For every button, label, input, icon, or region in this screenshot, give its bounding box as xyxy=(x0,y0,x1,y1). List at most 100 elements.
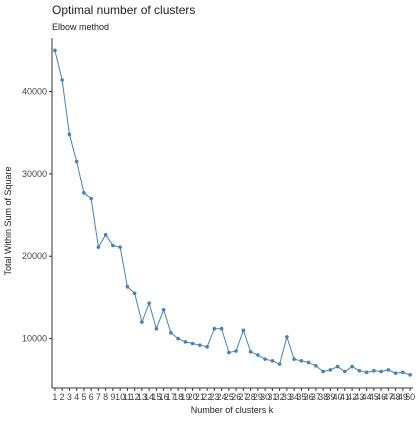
chart-subtitle: Elbow method xyxy=(52,22,110,32)
x-tick-label: 12 xyxy=(130,392,140,402)
data-point xyxy=(306,360,311,365)
y-tick-label: 20000 xyxy=(22,251,47,261)
x-tick-label: 47 xyxy=(383,392,393,402)
x-tick-label: 44 xyxy=(362,392,372,402)
x-tick-label: 41 xyxy=(340,392,350,402)
data-point xyxy=(328,368,333,372)
x-tick-label: 49 xyxy=(398,392,408,402)
x-tick-label: 25 xyxy=(224,392,234,402)
data-point xyxy=(314,363,318,368)
data-point xyxy=(227,350,231,355)
data-point xyxy=(103,233,108,237)
data-point xyxy=(386,368,391,372)
x-tick-label: 27 xyxy=(238,392,248,402)
data-point xyxy=(270,359,275,363)
x-tick-label: 33 xyxy=(282,392,292,402)
x-tick-label: 36 xyxy=(304,392,314,402)
data-point xyxy=(277,362,282,366)
data-point xyxy=(176,336,180,341)
x-tick-label: 31 xyxy=(267,392,277,402)
data-point xyxy=(140,320,144,324)
data-point xyxy=(299,359,304,363)
x-tick-label: 28 xyxy=(246,392,256,402)
x-tick-label: 17 xyxy=(166,392,176,402)
y-axis-label: Total Within Sum of Square xyxy=(3,166,13,275)
data-point xyxy=(183,340,188,344)
x-axis-label: Number of clusters k xyxy=(191,405,274,415)
x-tick-label: 14 xyxy=(144,392,154,402)
x-tick-label: 34 xyxy=(289,392,299,402)
data-point xyxy=(212,326,217,331)
x-tick-label: 2 xyxy=(60,392,65,402)
x-tick-label: 38 xyxy=(318,392,328,402)
data-point xyxy=(147,301,151,305)
x-tick-label: 40 xyxy=(333,392,343,402)
data-point xyxy=(132,291,137,296)
data-point xyxy=(256,353,260,357)
data-point xyxy=(401,370,405,375)
data-point xyxy=(198,343,202,347)
x-tick-label: 10 xyxy=(115,392,125,402)
data-point xyxy=(234,349,238,353)
data-point xyxy=(292,357,296,361)
x-tick-label: 32 xyxy=(275,392,285,402)
data-point xyxy=(89,196,93,201)
x-tick-label: 46 xyxy=(376,392,386,402)
series-line xyxy=(54,50,411,376)
data-point xyxy=(82,191,86,195)
data-point xyxy=(393,371,398,375)
x-tick-label: 45 xyxy=(369,392,379,402)
x-tick-label: 3 xyxy=(67,392,72,402)
x-tick-label: 24 xyxy=(217,392,227,402)
x-tick-label: 6 xyxy=(89,392,94,402)
y-tick-label: 30000 xyxy=(22,169,47,179)
x-tick-label: 1 xyxy=(52,392,57,402)
x-tick-label: 22 xyxy=(202,392,212,402)
data-point xyxy=(154,326,159,331)
data-point xyxy=(125,284,130,289)
x-tick-label: 39 xyxy=(325,392,335,402)
x-tick-label: 11 xyxy=(123,392,132,402)
data-point xyxy=(321,369,325,374)
data-point xyxy=(74,159,79,164)
data-point xyxy=(372,368,376,373)
y-tick-label: 40000 xyxy=(22,87,47,97)
data-point xyxy=(169,331,173,335)
x-tick-label: 35 xyxy=(296,392,306,402)
x-tick-label: 29 xyxy=(253,392,263,402)
x-tick-label: 4 xyxy=(74,392,79,402)
data-point xyxy=(190,341,195,346)
data-point xyxy=(219,326,224,331)
data-point xyxy=(96,245,101,249)
x-tick-label: 19 xyxy=(180,392,190,402)
x-tick-label: 48 xyxy=(391,392,401,402)
data-point xyxy=(263,357,267,361)
x-tick-label: 18 xyxy=(173,392,183,402)
data-point xyxy=(53,48,57,53)
data-point xyxy=(205,345,209,349)
data-point xyxy=(343,369,347,374)
x-tick-label: 30 xyxy=(260,392,270,402)
data-point xyxy=(118,245,122,249)
x-tick-label: 26 xyxy=(231,392,241,402)
data-point xyxy=(364,370,369,375)
x-tick-label: 20 xyxy=(188,392,198,402)
x-tick-label: 7 xyxy=(96,392,101,402)
x-tick-label: 21 xyxy=(195,392,205,402)
x-tick-label: 15 xyxy=(151,392,161,402)
x-tick-label: 8 xyxy=(103,392,108,402)
data-point xyxy=(161,307,166,312)
data-point xyxy=(111,243,115,248)
x-tick-label: 50 xyxy=(405,392,415,402)
data-point xyxy=(408,373,412,377)
data-point xyxy=(285,335,289,339)
data-point xyxy=(335,364,340,369)
data-point xyxy=(379,369,383,374)
x-tick-label: 16 xyxy=(159,392,169,402)
x-tick-label: 9 xyxy=(110,392,115,402)
chart-title: Optimal number of clusters xyxy=(52,3,196,17)
data-point xyxy=(357,368,362,373)
data-point xyxy=(350,364,354,369)
